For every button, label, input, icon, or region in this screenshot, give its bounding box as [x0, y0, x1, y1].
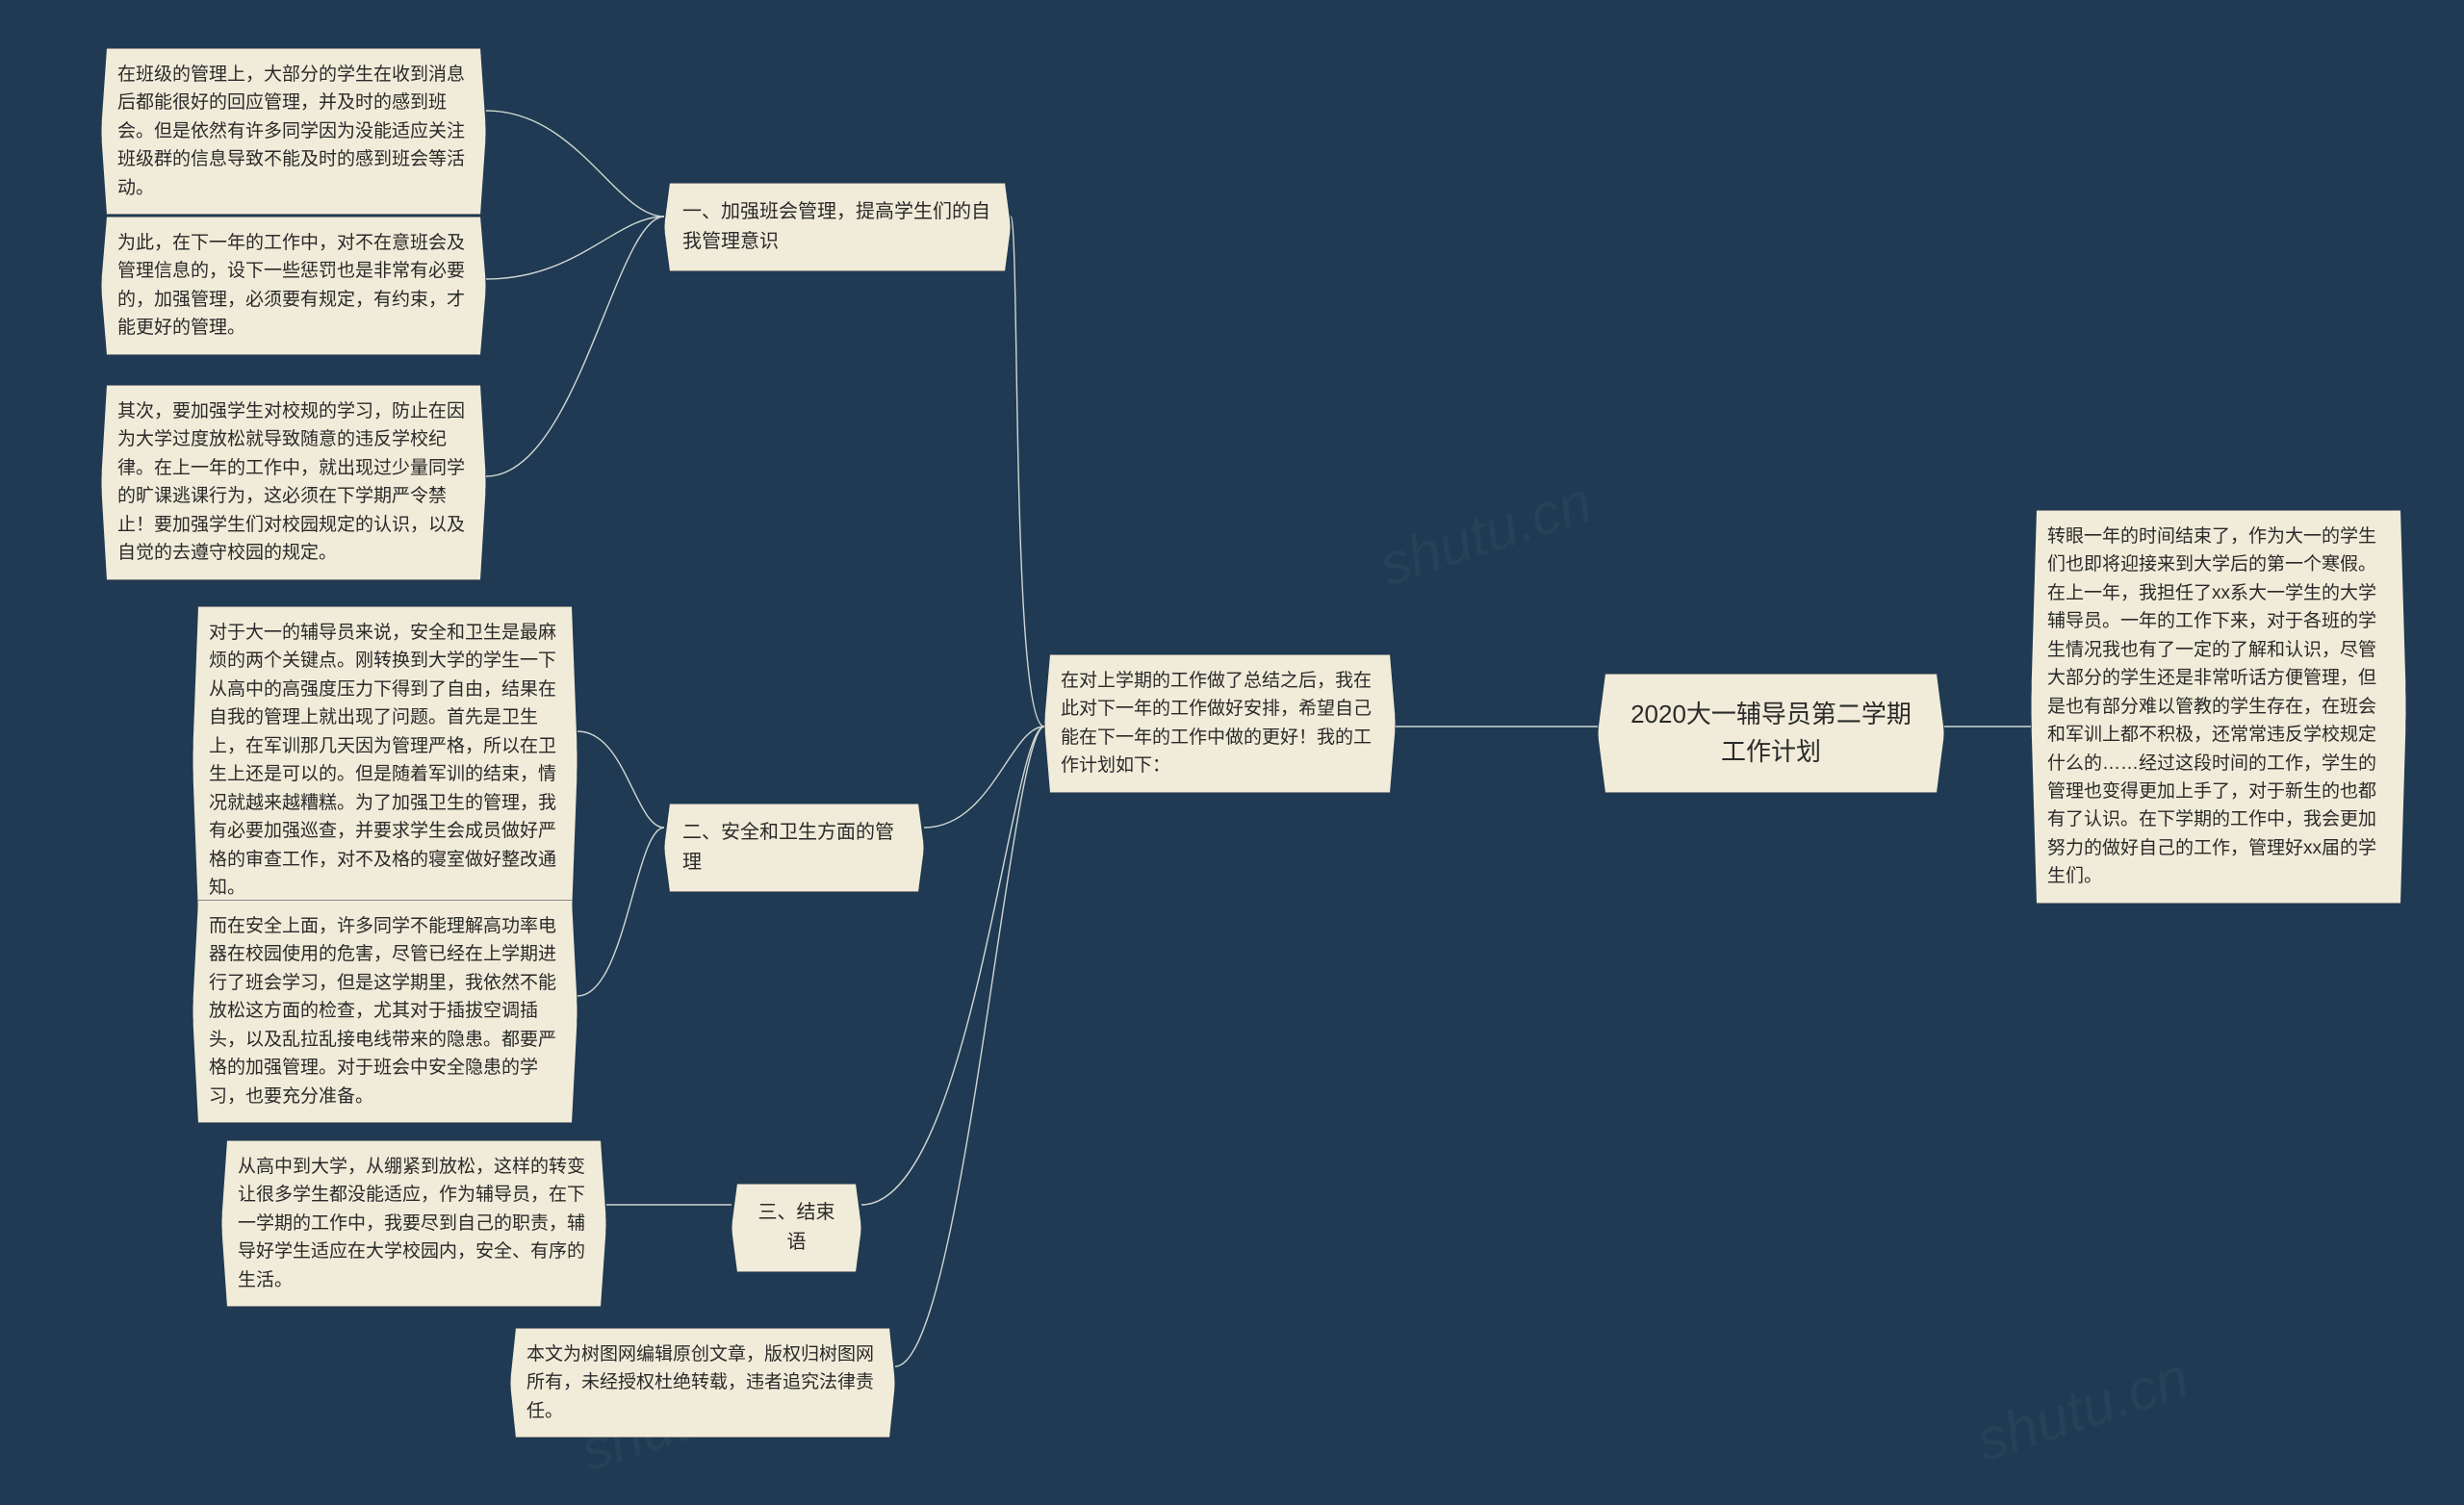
section-1-label-text: 一、加强班会管理，提高学生们的自我管理意识 [682, 201, 990, 252]
leaf-text: 本文为树图网编辑原创文章，版权归树图网所有，未经授权杜绝转载，违者追究法律责任。 [526, 1344, 874, 1421]
section-1-child-0: 在班级的管理上，大部分的学生在收到消息后都能很好的回应管理，并及时的感到班会。但… [101, 48, 486, 215]
root-title-node: 2020大一辅导员第二学期工作计划 [1598, 674, 1944, 793]
section-2-child-1: 而在安全上面，许多同学不能理解高功率电器在校园使用的危害，尽管已经在上学期进行了… [192, 900, 578, 1123]
section-1-child-2: 其次，要加强学生对校规的学习，防止在因为大学过度放松就导致随意的违反学校纪律。在… [101, 385, 486, 580]
section-3-label: 三、结束语 [732, 1184, 861, 1272]
leaf-text: 从高中到大学，从绷紧到放松，这样的转变让很多学生都没能适应，作为辅导员，在下一学… [238, 1157, 585, 1290]
leaf-text: 在班级的管理上，大部分的学生在收到消息后都能很好的回应管理，并及时的感到班会。但… [117, 64, 465, 198]
leaf-text: 其次，要加强学生对校规的学习，防止在因为大学过度放松就导致随意的违反学校纪律。在… [117, 401, 465, 563]
section-3-label-text: 三、结束语 [758, 1202, 835, 1253]
section-3-child-0: 从高中到大学，从绷紧到放松，这样的转变让很多学生都没能适应，作为辅导员，在下一学… [221, 1140, 606, 1307]
copyright-node: 本文为树图网编辑原创文章，版权归树图网所有，未经授权杜绝转载，违者追究法律责任。 [510, 1328, 895, 1438]
section-2-label: 二、安全和卫生方面的管理 [664, 804, 924, 892]
watermark: shutu.cn [1372, 469, 1600, 599]
intro-text: 在对上学期的工作做了总结之后，我在此对下一年的工作做好安排，希望自己能在下一年的… [1061, 671, 1372, 776]
section-1-child-1: 为此，在下一年的工作中，对不在意班会及管理信息的，设下一些惩罚也是非常有必要的，… [101, 217, 486, 355]
watermark: shutu.cn [1968, 1344, 2196, 1475]
intro-node: 在对上学期的工作做了总结之后，我在此对下一年的工作做好安排，希望自己能在下一年的… [1044, 654, 1396, 793]
right-summary-text: 转眼一年的时间结束了，作为大一的学生们也即将迎接来到大学后的第一个寒假。在上一年… [2047, 526, 2376, 886]
section-2-label-text: 二、安全和卫生方面的管理 [682, 822, 894, 873]
section-1-label: 一、加强班会管理，提高学生们的自我管理意识 [664, 183, 1011, 271]
leaf-text: 为此，在下一年的工作中，对不在意班会及管理信息的，设下一些惩罚也是非常有必要的，… [117, 233, 465, 338]
section-2-child-0: 对于大一的辅导员来说，安全和卫生是最麻烦的两个关键点。刚转换到大学的学生一下从高… [192, 606, 578, 914]
leaf-text: 而在安全上面，许多同学不能理解高功率电器在校园使用的危害，尽管已经在上学期进行了… [209, 916, 556, 1107]
root-title-text: 2020大一辅导员第二学期工作计划 [1630, 700, 1912, 766]
right-summary-node: 转眼一年的时间结束了，作为大一的学生们也即将迎接来到大学后的第一个寒假。在上一年… [2031, 510, 2406, 904]
leaf-text: 对于大一的辅导员来说，安全和卫生是最麻烦的两个关键点。刚转换到大学的学生一下从高… [209, 623, 556, 898]
